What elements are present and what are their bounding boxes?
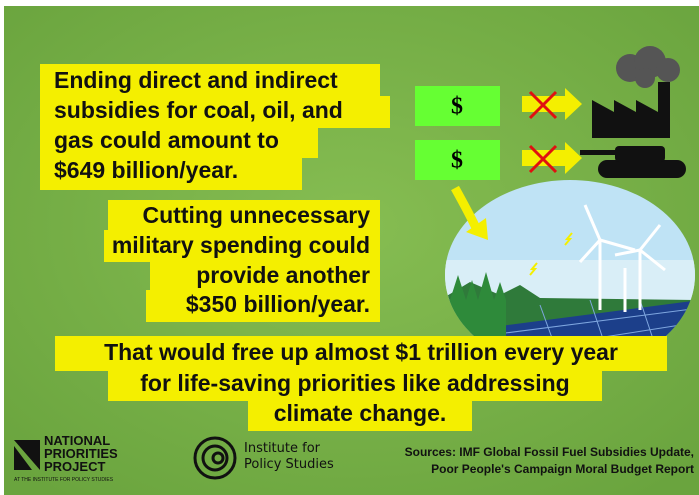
cross	[528, 90, 558, 120]
money-row: $	[415, 46, 680, 138]
text-line: $350 billion/year.	[186, 291, 370, 317]
text-line: Ending direct and indirect	[54, 67, 338, 93]
text-line: That would free up almost $1 trillion ev…	[104, 339, 618, 365]
money-row: $	[415, 140, 686, 180]
block-1: Ending direct and indirect subsidies for…	[40, 64, 390, 190]
arrow-head	[466, 218, 488, 240]
logo-text: NATIONAL	[44, 433, 110, 448]
money-box	[415, 86, 500, 126]
dollar-sign: $	[451, 148, 463, 174]
cross	[528, 144, 558, 174]
npp-logo: NATIONAL PRIORITIES PROJECT AT THE INSTI…	[14, 433, 118, 483]
highlight	[248, 399, 472, 431]
highlight	[55, 336, 667, 371]
block-3: That would free up almost $1 trillion ev…	[55, 336, 667, 431]
money-box	[415, 140, 500, 180]
highlight	[40, 156, 302, 190]
highlight	[108, 200, 380, 232]
logo-text: PRIORITIES	[44, 446, 118, 461]
highlight	[40, 64, 380, 98]
text-line: military spending could	[112, 232, 370, 258]
smoke	[616, 46, 680, 88]
highlight	[40, 126, 318, 158]
highlight	[104, 230, 380, 262]
highlight	[146, 290, 380, 322]
logo-text: PROJECT	[44, 459, 105, 474]
block-2: Cutting unnecessary military spending co…	[104, 200, 380, 322]
factory-icon	[592, 82, 670, 138]
text-line: provide another	[196, 262, 370, 288]
text-line: climate change.	[274, 400, 447, 426]
highlight	[108, 369, 602, 401]
dollar-sign: $	[451, 94, 463, 120]
tank-icon	[580, 146, 686, 178]
sources: Sources: IMF Global Fossil Fuel Subsidie…	[405, 445, 694, 459]
text-line: Cutting unnecessary	[143, 202, 371, 228]
logo-text: Institute for	[244, 441, 321, 456]
logo-text: Policy Studies	[244, 457, 334, 472]
text-line: subsidies for coal, oil, and	[54, 97, 343, 123]
text-line: $649 billion/year.	[54, 157, 238, 183]
sources: Poor People's Campaign Moral Budget Repo…	[431, 462, 694, 476]
logo-subtext: AT THE INSTITUTE FOR POLICY STUDIES	[14, 477, 114, 483]
highlight	[40, 96, 390, 128]
ips-logo: Institute for Policy Studies	[193, 436, 334, 480]
highlight	[150, 260, 380, 292]
text-line: for life-saving priorities like addressi…	[140, 370, 569, 396]
text-line: gas could amount to	[54, 127, 279, 153]
